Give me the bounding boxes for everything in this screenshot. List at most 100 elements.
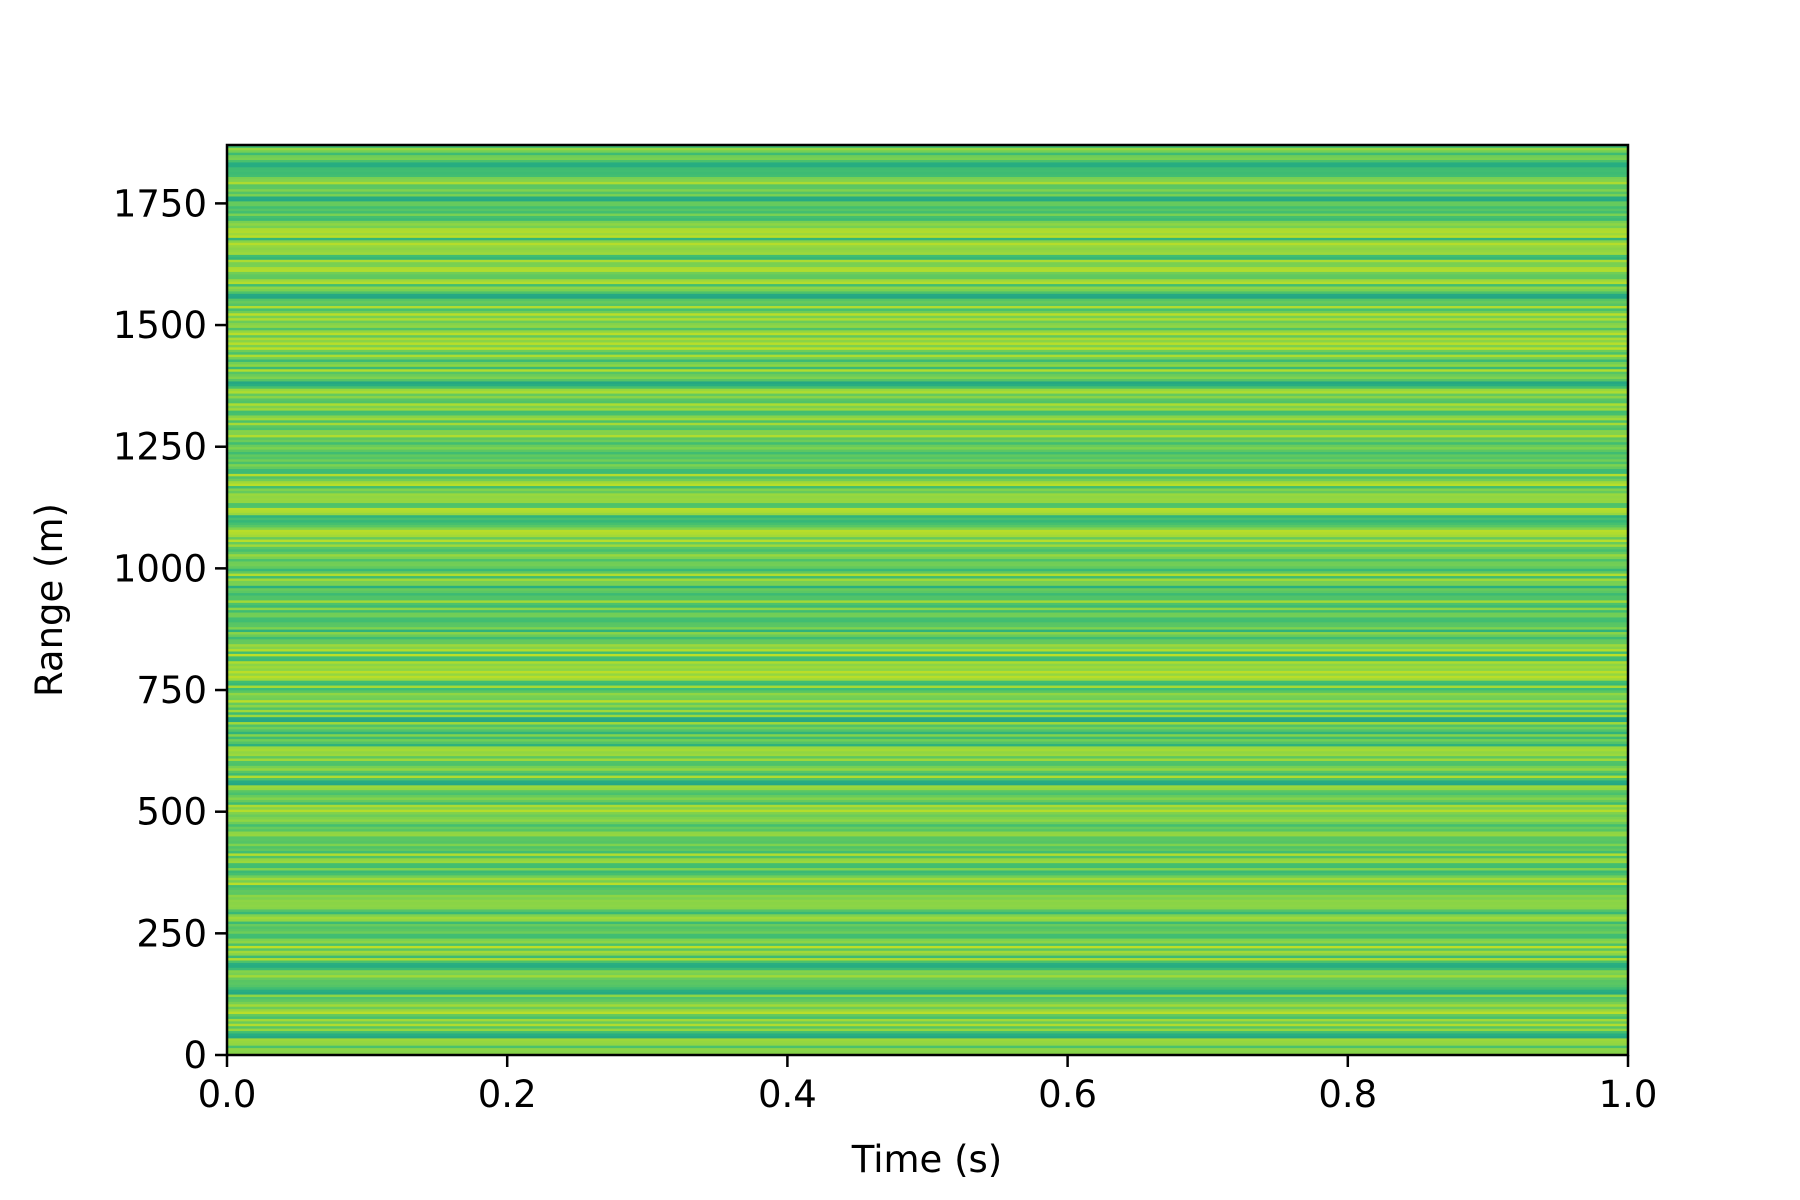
heatmap-range-bin xyxy=(227,643,1628,647)
heatmap-range-bin xyxy=(227,434,1628,438)
heatmap-range-bin xyxy=(227,777,1628,781)
heatmap-range-bin xyxy=(227,609,1628,613)
heatmap-range-bin xyxy=(227,767,1628,771)
heatmap-range-bin xyxy=(227,495,1628,499)
heatmap-range-bin xyxy=(227,780,1628,783)
x-tick-label: 0.6 xyxy=(1038,1073,1097,1116)
heatmap-range-bin xyxy=(227,312,1628,316)
heatmap-range-bin xyxy=(227,728,1628,732)
heatmap-range-bin xyxy=(227,828,1628,832)
heatmap-range-bin xyxy=(227,772,1628,776)
y-axis: 0 250 500 750 1000 1250 1500 1750 xyxy=(113,182,227,1077)
heatmap-range-bin xyxy=(227,405,1628,409)
heatmap-range-bin xyxy=(227,273,1628,277)
y-tick-label: 1000 xyxy=(113,547,207,590)
heatmap-range-bin xyxy=(227,1037,1628,1041)
heatmap-range-bin xyxy=(227,938,1628,942)
heatmap-range-bin xyxy=(227,473,1628,477)
heatmap-range-bin xyxy=(227,183,1628,187)
heatmap-range-bin xyxy=(227,726,1628,730)
heatmap-range-bin xyxy=(227,663,1628,667)
heatmap-range-bin xyxy=(227,741,1628,744)
heatmap-range-bin xyxy=(227,315,1628,319)
heatmap-range-bin xyxy=(227,500,1628,504)
heatmap-range-bin xyxy=(227,565,1628,569)
heatmap-range-bin xyxy=(227,860,1628,864)
heatmap-range-bin xyxy=(227,544,1628,547)
heatmap-range-bin xyxy=(227,994,1628,998)
heatmap-range-bin xyxy=(227,534,1628,538)
heatmap-range-bin xyxy=(227,363,1628,367)
heatmap-range-bin xyxy=(227,1045,1628,1049)
heatmap-range-bin xyxy=(227,972,1628,976)
heatmap-range-bin xyxy=(227,641,1628,645)
heatmap-range-bin xyxy=(227,811,1628,815)
heatmap-range-bin xyxy=(227,563,1628,567)
heatmap-range-bin xyxy=(227,831,1628,834)
heatmap-range-bin xyxy=(227,395,1628,399)
heatmap-range-bin xyxy=(227,984,1628,988)
heatmap-range-bin xyxy=(227,697,1628,701)
heatmap-range-bin xyxy=(227,631,1628,635)
heatmap-range-bin xyxy=(227,252,1628,255)
heatmap-range-bin xyxy=(227,775,1628,779)
heatmap-range-bin xyxy=(227,308,1628,311)
heatmap-range-bin xyxy=(227,548,1628,552)
heatmap-range-bin xyxy=(227,371,1628,375)
heatmap-range-bin xyxy=(227,862,1628,866)
heatmap-range-bin xyxy=(227,692,1628,696)
heatmap-range-bin xyxy=(227,210,1628,214)
heatmap-range-bin xyxy=(227,147,1628,151)
heatmap-range-bin xyxy=(227,836,1628,839)
heatmap-range-bin xyxy=(227,342,1628,345)
heatmap-range-bin xyxy=(227,853,1628,856)
y-tick-label: 500 xyxy=(136,791,207,834)
heatmap-range-bin xyxy=(227,354,1628,358)
heatmap-range-bin xyxy=(227,407,1628,411)
heatmap-range-bin xyxy=(227,638,1628,642)
heatmap-range-bin xyxy=(227,626,1628,630)
heatmap-range-bin xyxy=(227,923,1628,927)
heatmap-range-bin xyxy=(227,242,1628,246)
heatmap-range-bin xyxy=(227,670,1628,674)
heatmap-range-bin xyxy=(227,731,1628,735)
heatmap-range-bin xyxy=(227,271,1628,275)
heatmap-range-bin xyxy=(227,305,1628,309)
heatmap-range-bin xyxy=(227,887,1628,890)
heatmap-range-bin xyxy=(227,466,1628,470)
heatmap-range-bin xyxy=(227,505,1628,508)
plot-frame xyxy=(225,143,1630,1057)
heatmap-range-bin xyxy=(227,249,1628,253)
heatmap-range-bin xyxy=(227,439,1628,443)
heatmap-range-bin xyxy=(227,794,1628,798)
heatmap-range-bin xyxy=(227,619,1628,623)
heatmap-range-bin xyxy=(227,575,1628,579)
heatmap-range-bin xyxy=(227,646,1628,650)
heatmap-range-bin xyxy=(227,502,1628,506)
heatmap-range-bin xyxy=(227,979,1628,983)
heatmap-range-bin xyxy=(227,918,1628,922)
heatmap-range-bin xyxy=(227,592,1628,596)
heatmap-range-bin xyxy=(227,872,1628,876)
heatmap-range-bin xyxy=(227,947,1628,951)
heatmap-range-bin xyxy=(227,451,1628,455)
heatmap-range-bin xyxy=(227,383,1628,387)
heatmap-range-bin xyxy=(227,653,1628,657)
heatmap-range-bin xyxy=(227,492,1628,496)
heatmap-range-bin xyxy=(227,478,1628,482)
heatmap-range-bin xyxy=(227,483,1628,487)
heatmap-range-bin xyxy=(227,660,1628,664)
heatmap-range-bin xyxy=(227,215,1628,219)
heatmap-range-bin xyxy=(227,1001,1628,1005)
heatmap-range-bin xyxy=(227,760,1628,764)
heatmap-range-bin xyxy=(227,855,1628,859)
heatmap-range-bin xyxy=(227,826,1628,830)
heatmap-range-bin xyxy=(227,320,1628,324)
heatmap-range-bin xyxy=(227,986,1628,990)
heatmap-range-bin xyxy=(227,818,1628,822)
heatmap-range-bin xyxy=(227,561,1628,564)
heatmap-range-bin xyxy=(227,933,1628,937)
heatmap-range-bin xyxy=(227,337,1628,341)
heatmap-range-bin xyxy=(227,648,1628,652)
